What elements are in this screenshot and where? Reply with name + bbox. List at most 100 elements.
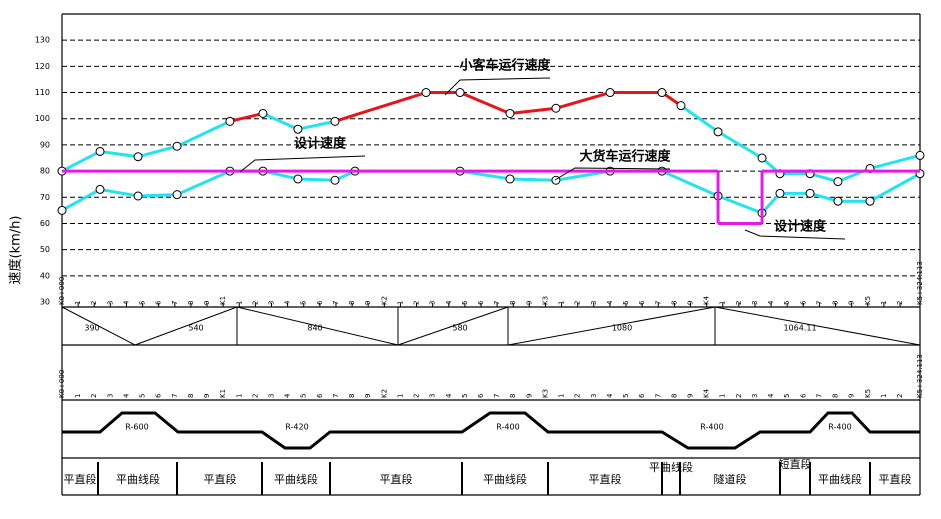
point bbox=[421, 88, 431, 98]
point bbox=[865, 196, 875, 206]
x-tick-label: 7 bbox=[332, 394, 340, 398]
x-tick-label: 9 bbox=[848, 301, 856, 305]
section-label: 平直段 bbox=[64, 472, 97, 486]
x-tick-label: 3 bbox=[590, 301, 598, 305]
x-tick-label: 8 bbox=[670, 394, 678, 398]
curve-label: R-420 bbox=[285, 423, 308, 432]
series-segment bbox=[459, 91, 511, 115]
x-tick-label: 2 bbox=[574, 394, 582, 398]
point bbox=[455, 88, 465, 98]
series-segment bbox=[61, 150, 101, 173]
y-tick-label: 100 bbox=[35, 114, 50, 123]
series-segment bbox=[680, 104, 719, 134]
section-label: 平曲线段 bbox=[649, 460, 693, 474]
x-tick-label: 3 bbox=[590, 394, 598, 398]
x-tick-label: 1 bbox=[558, 301, 566, 305]
x-tick-label: 3 bbox=[267, 394, 275, 398]
x-tick-label: 2 bbox=[251, 394, 259, 398]
x-tick-label: 2 bbox=[574, 301, 582, 305]
point bbox=[915, 150, 925, 160]
x-tick-label: 6 bbox=[316, 393, 324, 398]
x-tick-label: 4 bbox=[445, 393, 453, 398]
x-tick-label: 9 bbox=[364, 301, 372, 305]
x-tick-label: 1 bbox=[719, 394, 727, 398]
curve-label: R-600 bbox=[125, 423, 148, 432]
series-segment bbox=[297, 177, 336, 182]
point bbox=[605, 88, 615, 98]
x-tick-label: 7 bbox=[332, 301, 340, 305]
point bbox=[95, 184, 105, 194]
y-tick-label: 60 bbox=[40, 219, 50, 228]
series-segment bbox=[661, 169, 719, 198]
x-tick-label: 4 bbox=[606, 300, 614, 305]
x-tick-label: 5 bbox=[461, 301, 469, 305]
x-tick-label: 4 bbox=[122, 300, 130, 305]
leader-line bbox=[744, 229, 846, 240]
y-axis-label: 速度(km/h) bbox=[8, 216, 24, 285]
x-tick-label: 8 bbox=[509, 394, 517, 398]
x-tick-label: K3 bbox=[541, 389, 549, 398]
leader-line bbox=[444, 77, 551, 96]
point bbox=[757, 153, 767, 163]
x-tick-label: K2 bbox=[380, 389, 388, 398]
x-tick-label: K4 bbox=[703, 388, 711, 398]
x-tick-label: 6 bbox=[477, 300, 485, 305]
section-label: 平曲线段 bbox=[483, 472, 527, 486]
x-tick-label: 1 bbox=[74, 394, 82, 398]
point bbox=[293, 174, 303, 184]
point bbox=[833, 177, 843, 187]
point bbox=[805, 188, 815, 198]
x-tick-label: K3 bbox=[541, 296, 549, 305]
series-segment bbox=[869, 172, 921, 203]
x-tick-label: K5 bbox=[864, 296, 872, 305]
y-tick-label: 90 bbox=[40, 140, 50, 149]
x-tick-label: 1 bbox=[396, 301, 404, 305]
point bbox=[551, 103, 561, 113]
x-tick-label: K5+324.113 bbox=[916, 354, 924, 398]
series-segment bbox=[229, 112, 264, 123]
y-tick-label: 80 bbox=[40, 167, 50, 176]
section-label: 平直段 bbox=[589, 472, 622, 486]
x-tick-label: 4 bbox=[122, 393, 130, 398]
section-label: 平直段 bbox=[380, 472, 413, 486]
x-tick-label: 7 bbox=[815, 394, 823, 398]
y-tick-label: 50 bbox=[40, 245, 50, 254]
x-tick-label: 3 bbox=[106, 394, 114, 398]
series-segment bbox=[509, 177, 556, 182]
x-tick-label: K0+000 bbox=[58, 277, 66, 305]
point bbox=[258, 108, 268, 118]
series-segment bbox=[176, 119, 231, 148]
x-tick-label: 2 bbox=[90, 394, 98, 398]
profile-line bbox=[236, 306, 399, 346]
series-segment bbox=[509, 106, 557, 115]
x-tick-label: 4 bbox=[767, 300, 775, 305]
x-tick-label: 7 bbox=[493, 394, 501, 398]
profile-line bbox=[61, 306, 136, 346]
section-label: 平曲线段 bbox=[116, 472, 160, 486]
point bbox=[713, 127, 723, 137]
x-tick-label: 5 bbox=[461, 394, 469, 398]
x-tick-label: K5 bbox=[864, 389, 872, 398]
y-tick-label: 120 bbox=[35, 62, 50, 71]
series-segment bbox=[717, 194, 763, 215]
point bbox=[505, 108, 515, 118]
profile-line bbox=[714, 306, 921, 346]
section-label: 隧道段 bbox=[714, 472, 747, 486]
x-tick-label: K0+000 bbox=[58, 370, 66, 398]
y-tick-label: 130 bbox=[35, 36, 50, 45]
x-tick-label: 4 bbox=[445, 300, 453, 305]
x-tick-label: 8 bbox=[509, 301, 517, 305]
profile-line bbox=[507, 306, 716, 346]
x-tick-label: 2 bbox=[735, 394, 743, 398]
x-tick-label: 8 bbox=[832, 301, 840, 305]
x-tick-label: 1 bbox=[235, 394, 243, 398]
point bbox=[95, 146, 105, 156]
section-label: 平直段 bbox=[879, 472, 912, 486]
x-tick-label: 2 bbox=[413, 394, 421, 398]
x-tick-label: 1 bbox=[235, 301, 243, 305]
annotation: 设计速度 bbox=[294, 136, 347, 152]
y-tick-label: 30 bbox=[40, 298, 50, 307]
x-tick-label: K4 bbox=[703, 295, 711, 305]
x-tick-label: 6 bbox=[155, 300, 163, 305]
point bbox=[330, 175, 340, 185]
